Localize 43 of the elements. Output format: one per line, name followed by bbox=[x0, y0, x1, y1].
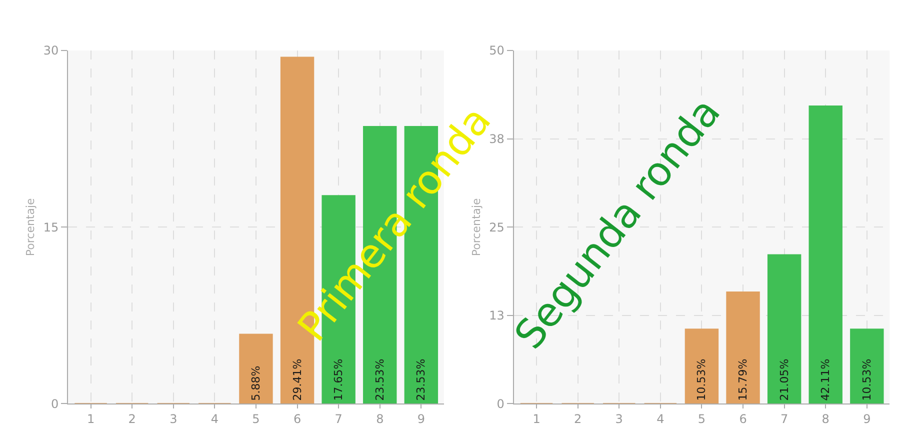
bar bbox=[767, 254, 802, 404]
bar bbox=[684, 328, 719, 404]
x-tick-label: 7 bbox=[780, 412, 788, 426]
data-label: 42.11% bbox=[819, 358, 832, 401]
y-tick-label: 13 bbox=[489, 308, 504, 323]
x-tick-label: 3 bbox=[615, 412, 623, 426]
x-tick-label: 4 bbox=[656, 412, 664, 426]
data-label: 21.05% bbox=[778, 358, 791, 401]
x-tick-label: 1 bbox=[532, 412, 540, 426]
x-tick-label: 2 bbox=[128, 412, 136, 426]
x-tick-label: 6 bbox=[293, 412, 302, 426]
y-tick-label: 30 bbox=[43, 44, 59, 58]
x-tick-label: 8 bbox=[376, 412, 384, 426]
x-tick-label: 5 bbox=[252, 412, 260, 426]
x-tick-label: 9 bbox=[863, 412, 871, 426]
data-label: 5.88% bbox=[249, 366, 262, 401]
x-tick-label: 6 bbox=[739, 412, 747, 426]
data-label: 23.53% bbox=[373, 358, 386, 401]
y-tick-label: 0 bbox=[496, 396, 504, 411]
x-tick-label: 4 bbox=[210, 412, 218, 426]
data-label: 29.41% bbox=[290, 358, 304, 401]
x-tick-label: 3 bbox=[170, 412, 178, 426]
data-label: 10.53% bbox=[695, 358, 708, 401]
x-tick-label: 5 bbox=[698, 412, 706, 426]
y-tick-label: 15 bbox=[43, 220, 59, 234]
y-tick-label: 0 bbox=[51, 396, 59, 411]
y-tick-label: 38 bbox=[489, 132, 504, 146]
data-label: 17.65% bbox=[332, 358, 346, 401]
y-tick-label: 50 bbox=[489, 44, 504, 58]
y-tick-label: 25 bbox=[489, 220, 504, 234]
x-tick-label: 8 bbox=[822, 412, 830, 426]
data-label: 10.53% bbox=[860, 358, 874, 401]
bar bbox=[726, 291, 760, 404]
x-tick-label: 7 bbox=[334, 412, 342, 426]
x-tick-label: 2 bbox=[574, 412, 582, 426]
bar bbox=[808, 106, 842, 404]
y-axis-title: Porcentaje bbox=[24, 198, 38, 256]
bar bbox=[850, 328, 884, 404]
data-label: 23.53% bbox=[414, 358, 428, 401]
x-tick-label: 1 bbox=[86, 412, 95, 426]
x-tick-label: 9 bbox=[417, 412, 425, 426]
bar bbox=[239, 334, 273, 404]
data-label: 15.79% bbox=[736, 358, 750, 401]
